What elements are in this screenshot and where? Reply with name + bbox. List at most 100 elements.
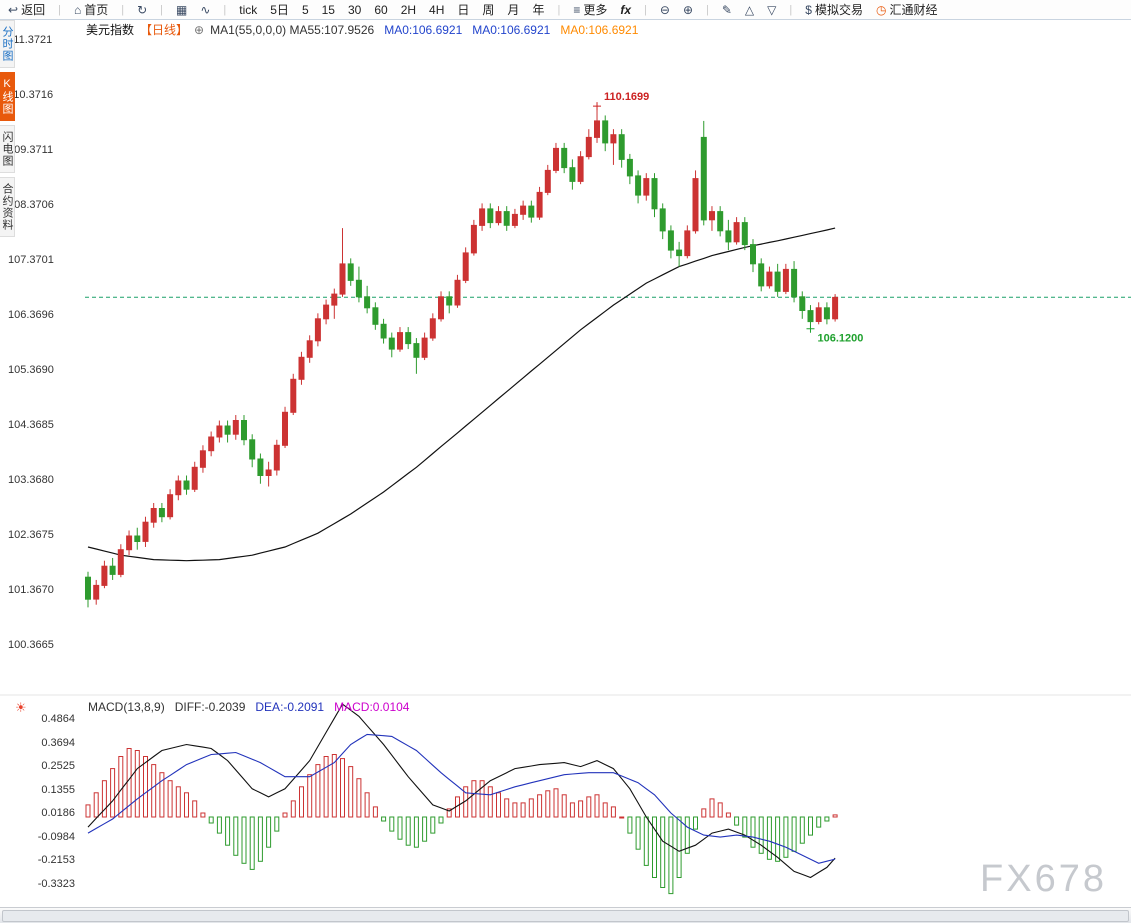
candle-body [700,136,707,221]
candle-body [815,307,822,322]
indicator-settings-icon[interactable]: ☀ [15,700,27,715]
period-month-button[interactable]: 月 [507,1,519,19]
period-day-button-label: 日 [457,2,470,17]
refresh-icon: ↻ [137,2,148,17]
fx678-brand-button[interactable]: ◷ 汇通财经 [876,1,938,19]
macd-bar [487,786,493,818]
macd-bar [110,768,116,818]
demo-trade-button[interactable]: $ 模拟交易 [805,1,863,19]
draw-pencil-button[interactable]: ✎ [722,1,732,19]
period-60m-button[interactable]: 60 [374,1,387,19]
more-button[interactable]: ≡ 更多 [573,1,607,19]
candle-body [618,134,625,160]
period-2h-button[interactable]: 2H [401,1,416,19]
candle-body [536,191,543,218]
candle-body [684,230,691,257]
macd-bar [553,788,559,818]
period-week-button[interactable]: 周 [482,1,494,19]
period-5d-button[interactable]: 5日 [270,1,289,19]
macd-bar [159,772,165,818]
period-week-button-label: 周 [482,2,495,17]
period-year-button[interactable]: 年 [532,1,544,19]
tab-time-share-chart[interactable]: 分时图 [0,20,15,68]
macd-bar [610,806,616,818]
shape-dropdown-button[interactable]: ▽ [767,1,776,19]
macd-bar [381,816,387,822]
chart-scrollbar[interactable] [0,907,1131,923]
refresh-button[interactable]: ↻ [137,1,147,19]
candle-body [438,296,444,320]
candle-body [725,230,732,243]
candle-body [224,425,231,435]
dea-line [87,733,836,864]
back-button[interactable]: ↩ 返回 [8,1,45,19]
candle-body [175,480,182,496]
macd-bar [85,804,91,818]
period-5m-button[interactable]: 5 [302,1,309,19]
triangle-icon: △ [744,2,755,17]
macd-bar [709,798,715,818]
home-button[interactable]: ⌂ 首页 [74,1,108,19]
candle-body [791,268,798,298]
diff-line [87,703,836,879]
toolbar-separator: | [58,3,61,16]
price-axis-label: 109.3711 [8,144,54,156]
macd-bar [192,800,198,818]
macd-bar [200,812,206,818]
tab-contract-info[interactable]: 合约资料 [0,177,15,237]
plus-circle-icon[interactable]: ⊕ [194,22,205,37]
tab-kline-chart[interactable]: K线图 [0,72,15,121]
shape-triangle-button[interactable]: △ [745,1,754,19]
indicator-fx-button[interactable]: fx [620,1,631,19]
candle-body [388,337,395,350]
candle-body [799,296,806,311]
toolbar: ↩ 返回 | ⌂ 首页 | ↻ | ▦ ∿ | tick 5日 5 15 30 60 2H 4H 日周月年 | ≡ 更多 fx… [0,0,1131,20]
macd-axis-label: -0.2153 [37,854,75,867]
candle-body [347,263,354,281]
macd-bar [504,798,510,818]
macd-bar [364,792,370,818]
price-axis-label: 103.3680 [8,474,54,486]
macd-axis-label: 0.4864 [41,713,75,725]
macd-bar [274,816,280,832]
macd-bar [832,814,838,818]
zoom-out-button[interactable]: ⊖ [660,1,670,19]
candle-body [150,508,157,523]
scrollbar-thumb[interactable] [2,910,1129,922]
symbol-title: 美元指数 [86,23,135,37]
period-30m-button[interactable]: 30 [348,1,361,19]
macd-bar [528,798,534,818]
candle-body [380,323,387,339]
candle-body [692,178,699,232]
macd-bar [602,802,608,818]
kline-style-button[interactable]: ▦ [176,1,187,19]
period-15m-button[interactable]: 15 [322,1,335,19]
macd-bar [143,756,148,818]
period-60m-button-label: 60 [374,2,388,17]
candle-body [832,296,839,320]
macd-bar [734,816,740,826]
pencil-icon: ✎ [721,2,732,17]
candle-body [676,249,683,257]
candle-body [602,120,609,144]
candle-body [216,425,223,438]
macd-axis-label: 0.2525 [41,760,75,773]
line-style-button[interactable]: ∿ [200,1,210,19]
macd-bar [216,816,222,834]
candle-body [569,167,576,182]
price-axis-label: 101.3670 [8,584,54,596]
period-4h-button[interactable]: 4H [429,1,444,19]
period-day-button[interactable]: 日 [457,1,469,19]
candle-body [528,205,535,218]
candle-body [364,296,371,309]
macd-bar [471,780,477,818]
macd-bar [808,816,813,836]
macd-bar [118,756,124,818]
watermark: FX678 [980,858,1107,900]
tab-lightning-chart[interactable]: 闪电图 [0,125,15,173]
toolbar-separator: | [789,3,793,16]
zoom-in-button[interactable]: ⊕ [683,1,693,19]
period-tick-button[interactable]: tick [239,1,257,19]
candle-body [126,535,133,551]
